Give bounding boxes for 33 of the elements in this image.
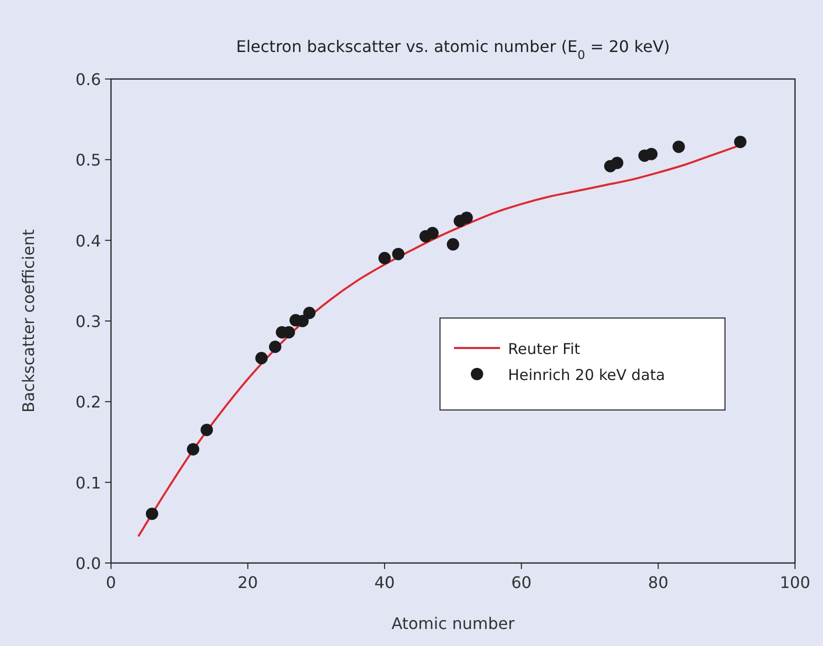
point [610, 156, 624, 170]
point [672, 140, 685, 153]
x-tick-label: 40 [374, 573, 395, 592]
y-tick-label: 0.0 [76, 554, 101, 573]
chart-title: Electron backscatter vs. atomic number (E$_{0}$ = 20 keV) [236, 37, 670, 62]
point [146, 508, 158, 520]
y-tick-label: 0.4 [76, 231, 101, 250]
point [446, 238, 460, 251]
x-tick-label: 20 [238, 573, 258, 592]
point [255, 352, 268, 364]
point [460, 212, 473, 224]
legend-label: Reuter Fit [508, 340, 580, 358]
x-tick-label: 0 [106, 573, 116, 592]
point [392, 248, 404, 260]
point [200, 424, 213, 436]
y-tick-label: 0.2 [76, 392, 101, 412]
y-tick-label: 0.3 [76, 312, 101, 331]
legend-label: Heinrich 20 keV data [508, 366, 666, 384]
point [645, 148, 658, 160]
x-tick-label: 100 [780, 573, 810, 592]
x-tick-label: 80 [648, 573, 668, 592]
point [303, 306, 316, 320]
point [268, 340, 282, 353]
point [378, 252, 391, 264]
x-axis-title: Atomic number [391, 614, 515, 633]
y-tick-label: 0.1 [76, 473, 101, 492]
y-tick-label: 0.5 [76, 150, 101, 170]
y-axis-title: Backscatter coefficient [19, 229, 38, 413]
point [426, 226, 439, 240]
x-tick-label: 60 [511, 573, 532, 592]
point [734, 136, 746, 148]
point [186, 443, 200, 456]
y-tick-label: 0.6 [76, 70, 101, 89]
